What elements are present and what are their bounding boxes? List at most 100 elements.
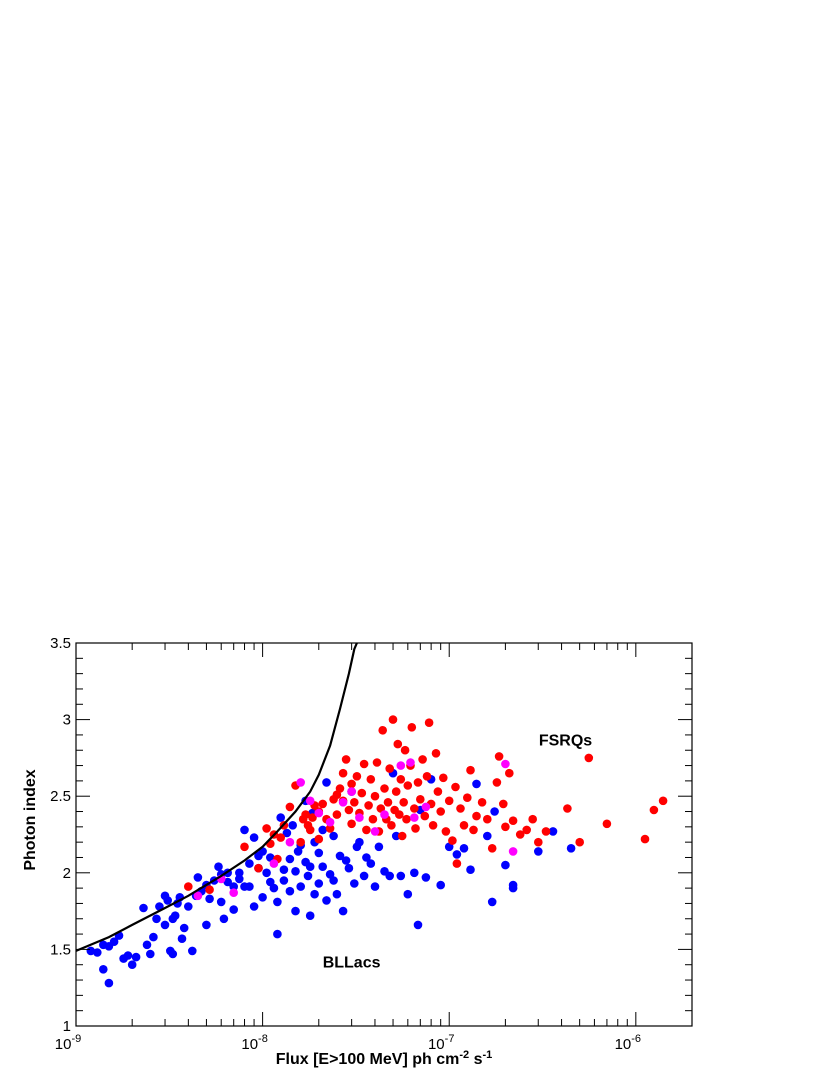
series-1-point-23: [325, 824, 335, 833]
series-2-point-14: [396, 761, 406, 770]
series-1-point-26: [332, 810, 342, 819]
series-1-point-37: [357, 788, 367, 798]
y-axis-title: Photon index: [22, 769, 39, 870]
series-1-point-12: [296, 837, 306, 847]
series-0-point-120: [452, 850, 462, 859]
series-1-point-92: [483, 814, 492, 824]
scatter-markers: [86, 715, 668, 988]
series-1-point-32: [347, 819, 356, 829]
series-2-point-18: [501, 759, 510, 769]
y-tick-label-2: 2: [63, 865, 71, 882]
series-1-point-94: [492, 778, 502, 787]
series-0-point-132: [566, 844, 576, 853]
series-1-point-2: [240, 842, 249, 852]
series-2-point-4: [285, 837, 295, 847]
series-0-point-34: [202, 920, 211, 930]
series-1-point-105: [563, 804, 572, 813]
series-1-point-28: [338, 768, 348, 778]
bllac-annotation: BLLacs: [323, 955, 381, 972]
y-tick-label-1: 1.5: [50, 941, 71, 958]
series-0-point-13: [142, 940, 152, 950]
series-0-point-28: [179, 923, 189, 933]
series-0-point-1: [93, 948, 102, 957]
series-0-point-112: [403, 889, 413, 899]
series-0-point-124: [483, 831, 492, 841]
series-0-point-61: [269, 883, 279, 893]
series-0-point-125: [487, 897, 497, 907]
series-1-point-57: [395, 810, 404, 819]
series-1-point-40: [364, 801, 373, 810]
series-1-point-69: [416, 795, 425, 804]
series-0-point-0: [86, 946, 96, 956]
series-0-point-3: [99, 965, 108, 974]
series-0-point-67: [282, 828, 292, 838]
series-2-point-9: [338, 798, 348, 807]
series-0-point-126: [490, 807, 499, 816]
x-tick-label-1: 10-8: [241, 1033, 267, 1053]
series-1-point-60: [399, 798, 409, 807]
series-0-point-102: [359, 871, 369, 881]
series-1-point-63: [403, 781, 413, 790]
series-0-point-88: [322, 896, 331, 905]
series-0-point-50: [245, 859, 254, 868]
series-0-point-16: [152, 914, 161, 924]
series-0-point-36: [205, 894, 214, 904]
series-1-point-30: [341, 755, 351, 764]
series-0-point-118: [436, 880, 446, 890]
series-1-point-44: [372, 758, 382, 767]
series-1-point-39: [362, 825, 371, 835]
series-1-point-34: [350, 798, 359, 807]
series-1-point-103: [534, 837, 543, 847]
series-0-point-122: [466, 865, 475, 874]
series-1-point-8: [276, 833, 286, 842]
series-2-point-15: [406, 758, 415, 767]
series-1-point-93: [487, 844, 497, 853]
series-0-point-123: [472, 779, 481, 789]
series-1-point-104: [541, 827, 551, 836]
series-1-point-82: [448, 836, 457, 845]
series-0-point-6: [109, 937, 119, 946]
series-0-point-44: [229, 882, 238, 891]
series-2-point-17: [421, 802, 431, 812]
series-0-point-19: [160, 920, 170, 930]
sensitivity-curve: [75, 642, 358, 952]
series-1-point-17: [308, 813, 317, 822]
series-1-point-43: [370, 791, 380, 801]
series-0-point-108: [385, 871, 395, 881]
series-0-point-99: [350, 879, 359, 888]
series-0-point-129: [508, 883, 518, 893]
series-2-point-11: [355, 813, 364, 822]
series-0-point-9: [123, 951, 133, 960]
series-0-point-24: [170, 911, 180, 920]
series-0-point-57: [258, 893, 267, 902]
series-0-point-86: [318, 825, 328, 835]
fsrq-annotation: FSRQs: [539, 733, 592, 750]
series-1-point-75: [428, 821, 438, 830]
series-1-point-97: [501, 822, 510, 832]
x-tick-label-0: 10-9: [55, 1033, 81, 1053]
series-1-point-68: [413, 778, 423, 787]
y-tick-label-3: 2.5: [50, 788, 71, 805]
series-1-point-4: [262, 824, 271, 833]
series-1-point-66: [410, 804, 419, 813]
series-2-point-2: [229, 888, 238, 897]
series-0-point-4: [104, 978, 114, 988]
x-axis-title: Flux [E>100 MeV] ph cm-2 s-1: [276, 1049, 493, 1068]
series-0-point-69: [285, 854, 295, 864]
series-2-point-6: [305, 796, 315, 806]
series-1-point-99: [508, 816, 518, 825]
series-0-point-22: [168, 949, 178, 959]
series-1-point-21: [318, 799, 328, 809]
series-0-point-110: [391, 831, 401, 841]
series-1-point-87: [463, 793, 472, 802]
series-1-point-71: [420, 811, 430, 821]
series-0-point-53: [249, 902, 259, 911]
series-1-point-35: [352, 772, 362, 781]
series-1-point-58: [396, 775, 406, 784]
series-1-point-10: [285, 802, 295, 812]
plot-frame: [75, 642, 693, 1027]
series-2-point-12: [370, 827, 380, 836]
series-0-point-94: [335, 851, 345, 861]
x-tick-label-3: 10-6: [615, 1033, 641, 1053]
